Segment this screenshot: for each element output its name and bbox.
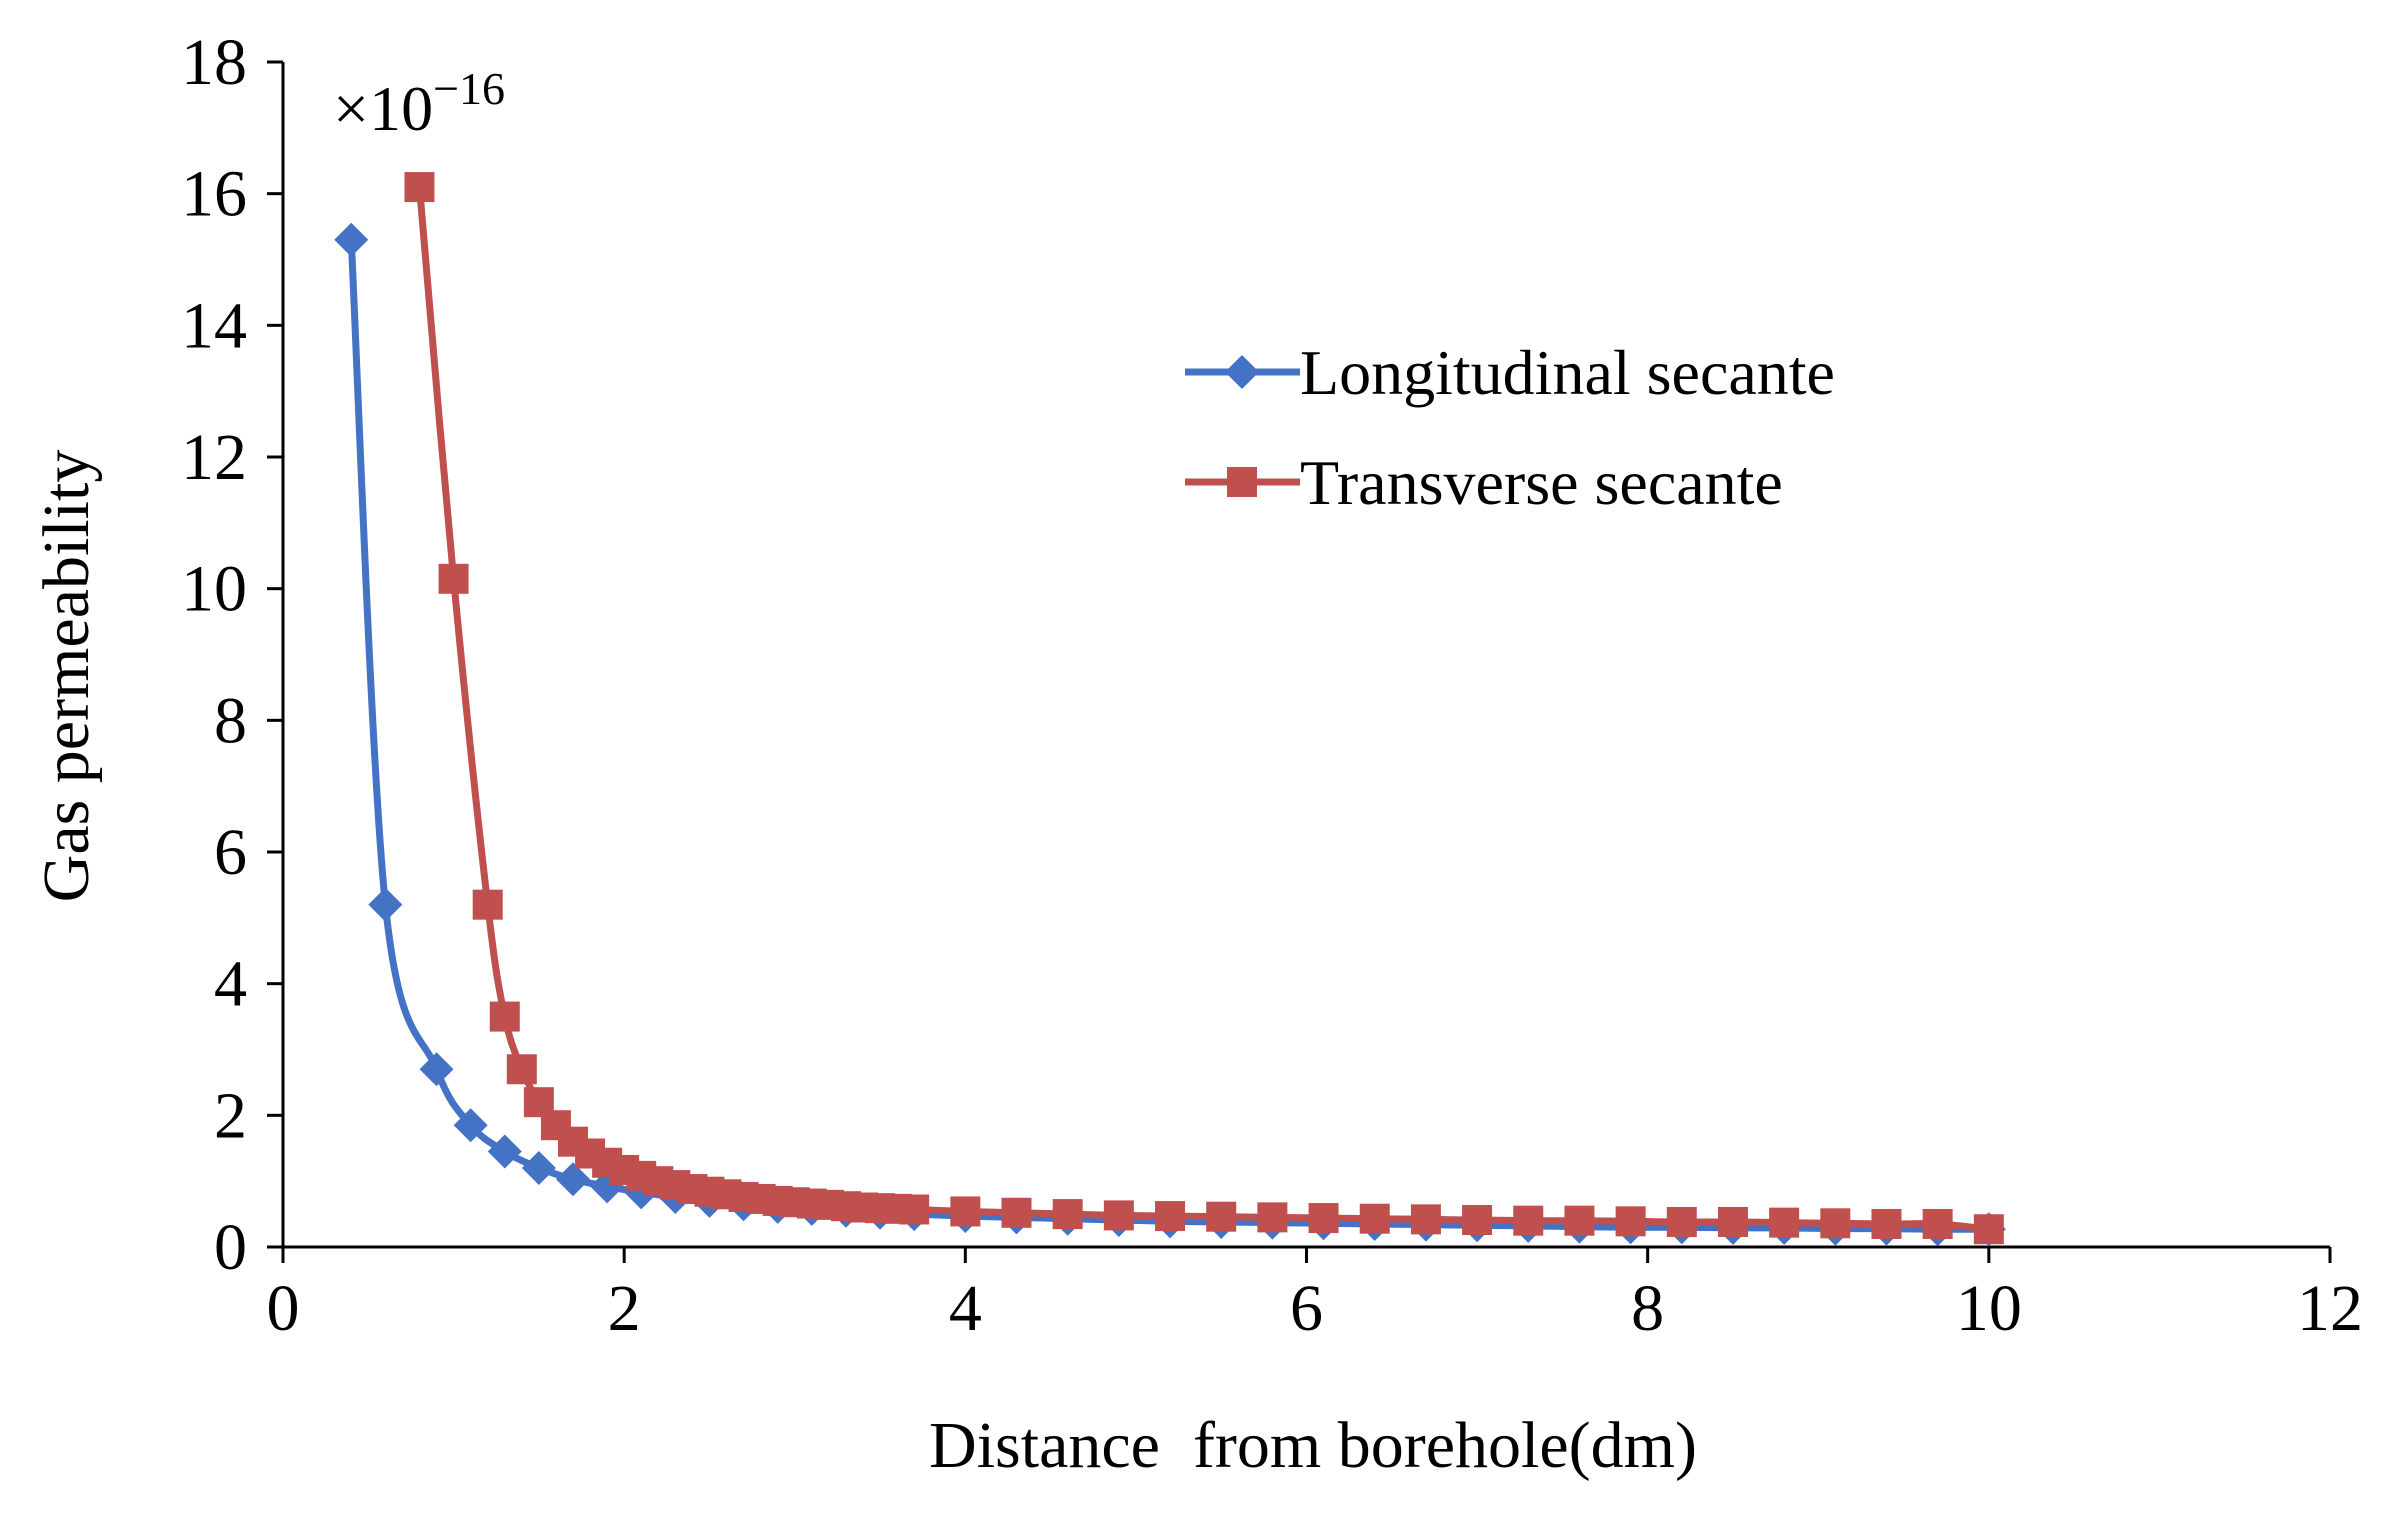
- data-point-transverse: [1103, 1200, 1134, 1231]
- y-tick-label: 16: [181, 158, 247, 231]
- y-tick-label: 8: [214, 684, 247, 757]
- multiplier-exponent: −16: [433, 63, 505, 114]
- y-tick-label: 14: [181, 289, 247, 362]
- data-point-transverse: [1257, 1202, 1288, 1233]
- x-tick-label: 12: [2297, 1272, 2363, 1345]
- data-point-transverse: [1666, 1206, 1697, 1237]
- data-point-longitudinal: [555, 1162, 590, 1197]
- data-point-transverse: [1769, 1207, 1800, 1238]
- data-point-transverse: [1615, 1206, 1646, 1237]
- data-point-longitudinal: [453, 1108, 488, 1143]
- data-point-transverse: [1717, 1206, 1748, 1237]
- x-tick-label: 0: [267, 1272, 300, 1345]
- legend-label-transverse: Transverse secante: [1300, 447, 1783, 518]
- data-point-longitudinal: [487, 1134, 522, 1169]
- x-tick-label: 6: [1290, 1272, 1323, 1345]
- y-tick-label: 18: [181, 26, 247, 99]
- y-tick-label: 10: [181, 553, 247, 626]
- y-tick-label: 6: [214, 816, 247, 889]
- data-point-transverse: [438, 563, 469, 594]
- legend-label-longitudinal: Longitudinal secante: [1300, 337, 1835, 408]
- x-tick-label: 4: [949, 1272, 982, 1345]
- series-layer: [334, 172, 2006, 1247]
- data-point-transverse: [1922, 1208, 1953, 1239]
- legend-marker-transverse: [1227, 467, 1257, 497]
- data-point-transverse: [1410, 1204, 1441, 1235]
- data-point-transverse: [404, 172, 435, 203]
- x-tick-label: 8: [1631, 1272, 1664, 1345]
- data-point-transverse: [1052, 1199, 1083, 1230]
- legend-layer: Longitudinal secante Transverse secante: [1185, 337, 1835, 518]
- series-transverse: [404, 172, 2004, 1245]
- y-axis-title: Gas permeability: [30, 450, 103, 903]
- data-point-transverse: [1206, 1201, 1237, 1232]
- x-tick-label: 2: [608, 1272, 641, 1345]
- data-point-transverse: [472, 889, 503, 920]
- legend-item-transverse: Transverse secante: [1185, 447, 1783, 518]
- y-tick-label: 2: [214, 1079, 247, 1152]
- data-point-transverse: [899, 1194, 930, 1225]
- axes-layer: 0 2 4 6 8 10 12 0 2 4 6 8 10 12 14 16 18: [181, 26, 2363, 1345]
- data-point-transverse: [1871, 1208, 1902, 1239]
- data-point-transverse: [1308, 1203, 1339, 1234]
- x-axis-title: Distance from borehole(dm): [929, 1409, 1697, 1482]
- legend-item-longitudinal: Longitudinal secante: [1185, 337, 1835, 408]
- legend-marker-longitudinal: [1225, 355, 1259, 389]
- y-tick-label: 12: [181, 421, 247, 494]
- data-point-transverse: [1820, 1208, 1851, 1239]
- data-point-transverse: [1155, 1201, 1186, 1232]
- y-tick-label: 4: [214, 948, 247, 1021]
- data-point-longitudinal: [334, 222, 369, 257]
- y-tick-label: 0: [214, 1211, 247, 1284]
- data-point-transverse: [1973, 1214, 2004, 1245]
- data-point-transverse: [506, 1054, 537, 1085]
- data-point-transverse: [950, 1196, 981, 1227]
- data-point-transverse: [1359, 1203, 1390, 1234]
- data-point-transverse: [489, 1001, 520, 1032]
- data-point-transverse: [1513, 1205, 1544, 1236]
- data-point-transverse: [1564, 1205, 1595, 1236]
- x-tick-label: 10: [1956, 1272, 2022, 1345]
- data-point-transverse: [1462, 1205, 1493, 1236]
- data-point-longitudinal: [419, 1052, 454, 1087]
- multiplier-label: ×10−16: [333, 63, 505, 144]
- data-point-longitudinal: [368, 887, 403, 922]
- data-point-transverse: [1001, 1197, 1032, 1228]
- multiplier-prefix: ×10: [333, 73, 433, 144]
- data-point-longitudinal: [521, 1151, 556, 1185]
